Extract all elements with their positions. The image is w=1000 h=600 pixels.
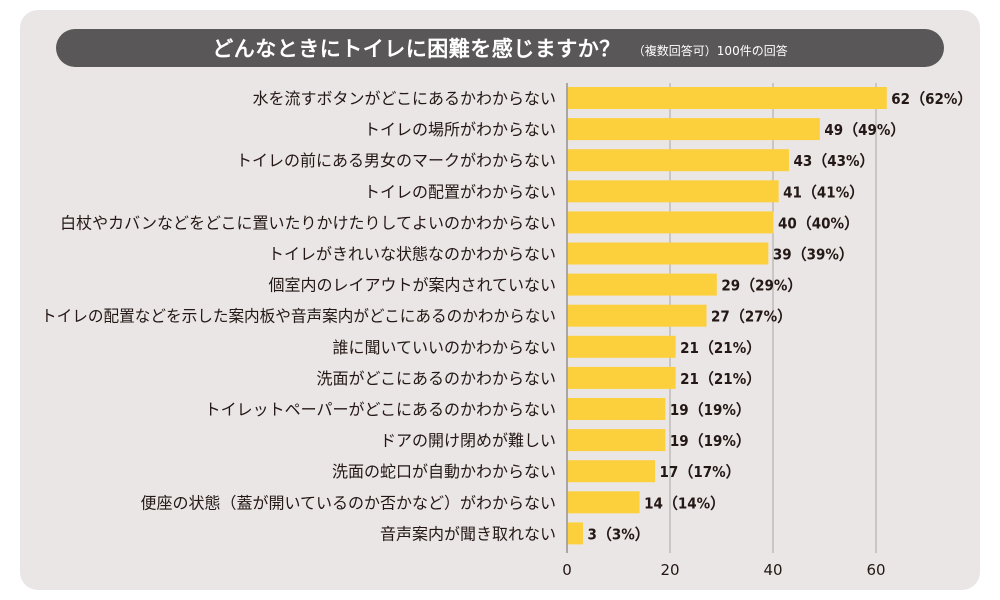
value-label: 39（39%） xyxy=(773,246,854,264)
category-label: トイレの配置がわからない xyxy=(364,182,556,201)
bar xyxy=(567,522,583,545)
category-label: トイレの場所がわからない xyxy=(364,120,556,139)
x-axis-ticks: 0 20 40 60 xyxy=(562,561,885,579)
category-label: 誰に聞いていいのかわからない xyxy=(332,338,556,357)
bar xyxy=(567,335,676,358)
value-labels: 62（62%） 49（49%） 43（43%） 41（41%） 40（40%） 39（39… xyxy=(587,90,972,543)
value-label: 43（43%） xyxy=(793,152,874,170)
bar xyxy=(567,149,789,172)
category-label: 個室内のレイアウトが案内されていない xyxy=(268,276,556,295)
value-label: 62（62%） xyxy=(891,90,972,108)
bar xyxy=(567,304,707,327)
x-tick-label: 40 xyxy=(763,561,782,579)
category-label: トイレがきれいな状態なのかわからない xyxy=(268,245,556,264)
bar xyxy=(567,180,779,203)
bar xyxy=(567,491,640,514)
bar xyxy=(567,242,769,265)
value-label: 17（17%） xyxy=(660,463,741,481)
bar xyxy=(567,460,656,483)
category-label: 洗面がどこにあるのかわからない xyxy=(316,369,556,388)
category-label: トイレットペーパーがどこにあるのかわからない xyxy=(205,400,556,419)
value-label: 29（29%） xyxy=(721,277,802,295)
value-label: 3（3%） xyxy=(587,525,649,543)
category-label: ドアの開け閉めが難しい xyxy=(380,431,556,450)
bar xyxy=(567,366,676,389)
x-tick-label: 0 xyxy=(562,561,572,579)
category-label: トイレの前にある男女のマークがわからない xyxy=(236,151,556,170)
bars xyxy=(567,87,887,545)
value-label: 14（14%） xyxy=(644,494,725,512)
title-bar: どんなときにトイレに困難を感じますか？ （複数回答可）100件の回答 xyxy=(56,29,944,67)
category-label: 便座の状態（蓋が開いているのか否かなど）がわからない xyxy=(140,493,556,512)
bar xyxy=(567,211,774,234)
category-label: 白杖やカバンなどをどこに置いたりかけたりしてよいのかわからない xyxy=(60,213,556,232)
category-label: 洗面の蛇口が自動かわからない xyxy=(332,462,556,481)
bar xyxy=(567,118,820,141)
x-tick-label: 20 xyxy=(660,561,679,579)
category-label: トイレの配置などを示した案内板や音声案内がどこにあるのかわからない xyxy=(41,307,556,326)
value-label: 49（49%） xyxy=(824,121,905,139)
value-label: 21（21%） xyxy=(680,370,761,388)
value-label: 19（19%） xyxy=(670,401,751,419)
value-label: 40（40%） xyxy=(778,214,859,232)
value-label: 19（19%） xyxy=(670,432,751,450)
bar xyxy=(567,398,666,420)
bar xyxy=(567,87,887,109)
category-label: 水を流すボタンがどこにあるかわからない xyxy=(252,89,556,108)
chart-title: どんなときにトイレに困難を感じますか？ xyxy=(212,37,621,61)
value-label: 27（27%） xyxy=(711,308,792,326)
value-label: 41（41%） xyxy=(783,183,864,201)
category-labels: 水を流すボタンがどこにあるかわからないトイレの場所がわからないトイレの前にある男… xyxy=(41,89,556,543)
chart-subtitle: （複数回答可）100件の回答 xyxy=(632,43,788,58)
bar xyxy=(567,273,717,296)
category-label: 音声案内が聞き取れない xyxy=(380,524,556,543)
bar xyxy=(567,429,666,452)
x-tick-label: 60 xyxy=(866,561,885,579)
value-label: 21（21%） xyxy=(680,339,761,357)
